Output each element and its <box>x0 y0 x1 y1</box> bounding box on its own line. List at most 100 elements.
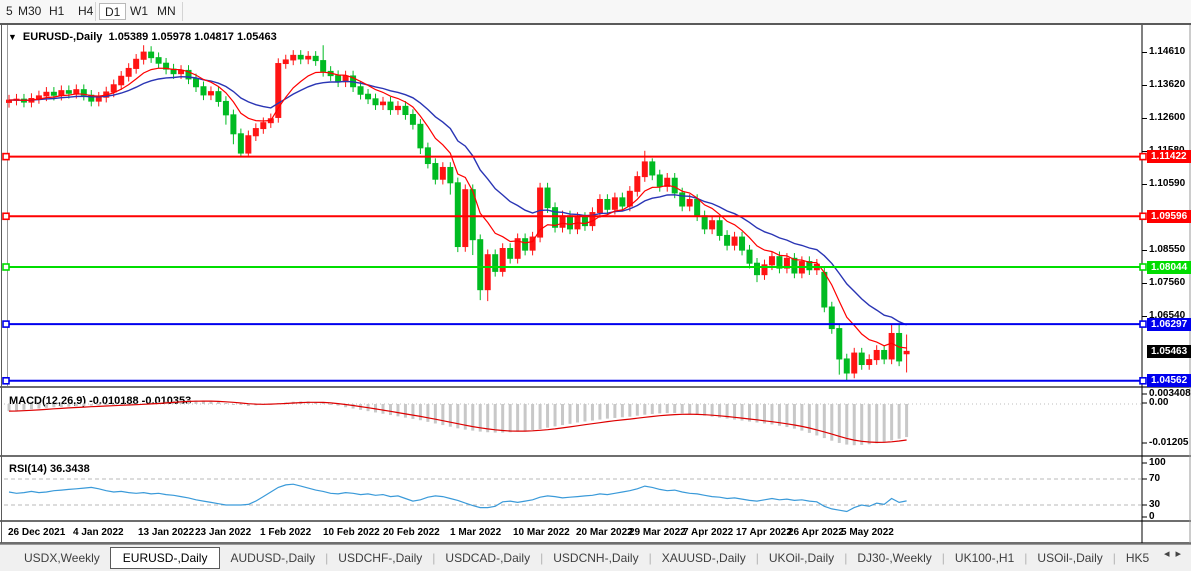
candle-body <box>522 238 529 251</box>
macd-histogram-bar <box>344 404 348 408</box>
macd-histogram-bar <box>381 404 385 414</box>
scroll-right-icon[interactable]: ▸ <box>1175 548 1187 560</box>
symbol-tab-dj30-weekly[interactable]: DJ30-,Weekly <box>857 551 932 565</box>
candle-body <box>664 177 671 187</box>
line-drag-handle[interactable] <box>2 152 10 161</box>
symbol-tabbar: USDX,Weekly EURUSD-,Daily AUDUSD-,Daily | US… <box>0 544 1191 571</box>
symbol-tab-audusd-daily[interactable]: AUDUSD-,Daily <box>230 551 316 565</box>
candle-body <box>125 67 132 77</box>
date-axis-label: 4 Jan 2022 <box>73 527 124 538</box>
axis-tick-mark <box>1142 118 1147 120</box>
timeframe-button-m30[interactable]: M30 <box>18 4 42 18</box>
macd-histogram-bar <box>426 404 430 422</box>
macd-histogram-bar <box>119 404 123 405</box>
macd-histogram-bar <box>628 404 632 417</box>
timeframe-button-mn[interactable]: MN <box>157 4 176 18</box>
macd-histogram-bar <box>748 404 752 422</box>
symbol-tab-usoil-daily[interactable]: USOil-,Daily <box>1037 551 1103 565</box>
chart-symbol-title: EURUSD-,Daily <box>22 31 103 43</box>
macd-histogram-bar <box>635 404 639 416</box>
line-drag-handle[interactable] <box>2 263 10 271</box>
macd-histogram-bar <box>531 404 535 430</box>
candle-body <box>776 256 783 269</box>
macd-histogram-bar <box>314 402 318 404</box>
timeframe-button-5[interactable]: 5 <box>6 4 13 18</box>
price-axis-tick: 1.06540 <box>1149 310 1186 322</box>
toolbar-separator <box>182 2 183 21</box>
candle-body <box>634 176 641 192</box>
candle-body <box>567 215 573 230</box>
symbol-tab-usdchf-daily[interactable]: USDCHF-,Daily <box>338 551 423 565</box>
symbol-tab-usdcad-daily[interactable]: USDCAD-,Daily <box>445 551 531 565</box>
candle-body <box>237 133 244 154</box>
symbol-tab-hk5[interactable]: HK5 <box>1125 551 1150 565</box>
date-axis-label: 23 Jan 2022 <box>195 527 252 538</box>
candle-body <box>724 234 731 246</box>
macd-histogram-bar <box>822 404 826 439</box>
candle-body <box>761 264 768 276</box>
macd-histogram-bar <box>89 404 93 406</box>
candle-body <box>701 215 708 230</box>
date-axis-label: 29 Mar 2022 <box>629 527 686 538</box>
symbol-tab-xauusd-daily[interactable]: XAUUSD-,Daily <box>661 551 746 565</box>
macd-histogram-bar <box>538 404 542 429</box>
candle-body <box>821 271 828 308</box>
rsi-indicator-label: RSI(14) 36.3438 <box>9 463 90 475</box>
chart-expander-icon[interactable]: ▼ <box>8 32 17 42</box>
macd-histogram-bar <box>703 404 707 416</box>
date-axis-label: 10 Feb 2022 <box>323 527 380 538</box>
symbol-tab-usdx-weekly[interactable]: USDX,Weekly <box>24 551 100 565</box>
chart-window: ▼ EURUSD-,Daily 1.05389 1.05978 1.04817 1… <box>0 23 1191 544</box>
symbol-tab-usdcnh-daily[interactable]: USDCNH-,Daily <box>553 551 639 565</box>
macd-histogram-bar <box>52 404 56 408</box>
rsi-axis-label: 0 <box>1149 511 1155 522</box>
line-drag-handle[interactable] <box>1139 152 1147 161</box>
candle-body <box>245 135 252 154</box>
macd-histogram-bar <box>29 404 33 410</box>
line-drag-handle[interactable] <box>1139 212 1147 221</box>
macd-histogram-bar <box>785 404 789 428</box>
macd-histogram-bar <box>396 404 400 417</box>
candle-body <box>365 93 372 100</box>
candle-body <box>806 261 813 271</box>
candle-body <box>305 55 312 60</box>
timeframe-button-h1[interactable]: H1 <box>49 4 65 18</box>
symbol-tab-eurusd-daily[interactable]: EURUSD-,Daily <box>109 547 221 569</box>
candle-body <box>312 55 319 62</box>
candle-body <box>477 239 484 291</box>
macd-histogram-bar <box>194 400 198 404</box>
macd-histogram-bar <box>830 404 834 441</box>
axis-tick-mark <box>1142 183 1147 185</box>
line-drag-handle[interactable] <box>2 212 10 221</box>
line-drag-handle[interactable] <box>1139 376 1147 385</box>
macd-histogram-bar <box>688 404 692 415</box>
macd-histogram-bar <box>658 404 662 414</box>
macd-histogram-bar <box>448 404 452 427</box>
candle-body <box>686 198 693 207</box>
symbol-tab-uk100-h1[interactable]: UK100-,H1 <box>954 551 1015 565</box>
symbol-tab-ukoil-daily[interactable]: UKOil-,Daily <box>768 551 835 565</box>
candle-body <box>193 78 199 88</box>
timeframe-button-w1[interactable]: W1 <box>130 4 148 18</box>
macd-histogram-bar <box>845 404 849 445</box>
line-drag-handle[interactable] <box>2 320 10 328</box>
date-axis-label: 5 May 2022 <box>841 527 894 538</box>
line-drag-handle[interactable] <box>2 376 10 385</box>
line-drag-handle[interactable] <box>1139 263 1147 271</box>
macd-histogram-bar <box>770 404 774 425</box>
macd-histogram-bar <box>523 404 527 431</box>
macd-histogram-bar <box>388 404 392 416</box>
scroll-left-icon[interactable]: ◂ <box>1163 548 1176 560</box>
timeframe-button-h4[interactable]: H4 <box>78 4 94 18</box>
macd-histogram-bar <box>104 404 108 405</box>
candle-body <box>95 96 102 102</box>
line-drag-handle[interactable] <box>1139 320 1147 328</box>
candle-body <box>754 262 760 276</box>
ma-fast-line <box>8 67 907 349</box>
candle-body <box>185 69 192 80</box>
timeframe-button-d1[interactable]: D1 <box>99 3 127 20</box>
candle-body <box>679 192 686 207</box>
candle-body <box>709 220 716 230</box>
